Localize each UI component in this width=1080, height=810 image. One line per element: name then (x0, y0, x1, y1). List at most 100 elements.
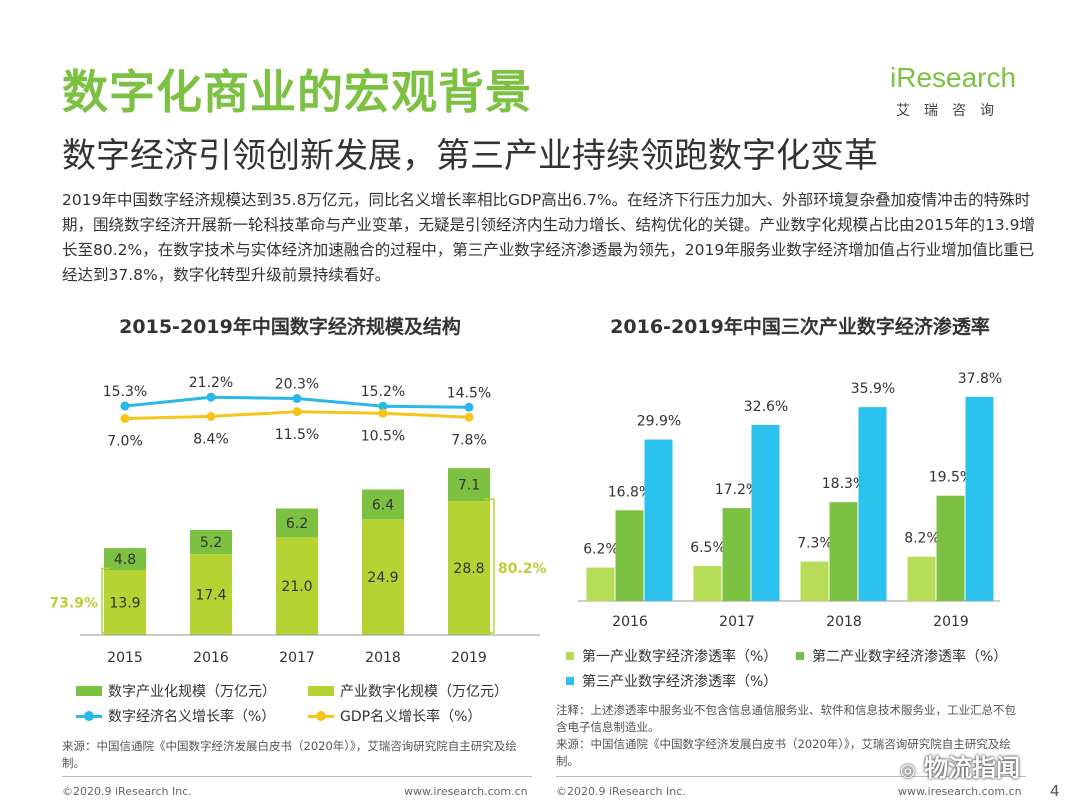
logo-subtext: 艾瑞咨询 (896, 103, 1008, 119)
gdp-growth-label: 10.5% (361, 428, 405, 444)
bar-value-label: 29.9% (637, 414, 681, 430)
gdp-growth-point (378, 408, 388, 418)
left-chart: 13.9 4.8 2015 17.4 5.2 2016 21.0 6.2 2017 24.9 6.4… (49, 375, 547, 666)
bar-value-label: 24.9 (367, 570, 398, 586)
bar-value-label: 18.3% (822, 476, 866, 492)
bar-tertiary (751, 424, 780, 601)
right-chart: 6.2% 16.8% 29.9% 2016 6.5% 17.2% 32.6% 2017 7.3%… (578, 371, 1002, 630)
bar-value-label: 6.5% (690, 540, 726, 556)
bar-value-label: 37.8% (958, 371, 1002, 387)
bar-digital-industrialization (190, 529, 232, 555)
legend-label: 第二产业数字经济渗透率（%） (812, 649, 1008, 665)
logo-wordmark: iResearch (890, 62, 1017, 93)
bar-digital-industrialization (104, 548, 146, 571)
bar-secondary (829, 502, 858, 601)
legend-label: 第三产业数字经济渗透率（%） (582, 674, 778, 690)
legend-swatch (308, 686, 334, 696)
x-tick-label: 2019 (451, 650, 487, 666)
intro-paragraph: 2019年中国数字经济规模达到35.8万亿元，同比名义增长率相比GDP高出6.7… (62, 191, 1035, 284)
footer-divider-left (62, 776, 532, 777)
bar-industrial-digitalization (448, 501, 490, 635)
bar-primary (693, 565, 722, 601)
legend-label: GDP名义增长率（%） (340, 709, 482, 725)
legend-swatch (76, 686, 102, 696)
bar-value-label: 17.2% (715, 482, 759, 498)
bar-secondary (722, 508, 751, 601)
share-bracket-2019 (484, 498, 495, 634)
left-chart-title: 2015-2019年中国数字经济规模及结构 (119, 316, 461, 338)
share-bracket-2015 (101, 567, 110, 634)
gdp-growth-label: 8.4% (193, 431, 229, 447)
bar-value-label: 6.2 (286, 516, 308, 532)
digital-growth-point (292, 394, 302, 404)
legend-item-primary: 第一产业数字经济渗透率（%） (566, 646, 777, 666)
legend-swatch (308, 711, 334, 721)
bar-value-label: 19.5% (929, 470, 973, 486)
page-subtitle: 数字经济引领创新发展，第三产业持续领跑数字化变革 (62, 136, 878, 176)
bar-industrial-digitalization (104, 570, 146, 635)
legend-item-secondary: 第二产业数字经济渗透率（%） (796, 646, 1007, 666)
bar-industrial-digitalization (190, 554, 232, 635)
bar-primary (907, 556, 936, 601)
footer-url-right: www.iresearch.com.cn (898, 785, 1022, 798)
gdp-growth-label: 7.0% (107, 434, 143, 450)
legend-item-industrial-digitalization: 产业数字化规模（万亿元） (308, 681, 508, 701)
gdp-growth-point (464, 412, 474, 422)
page-title: 数字化商业的宏观背景 (62, 65, 532, 119)
bar-digital-industrialization (362, 489, 404, 520)
x-tick-label: 2018 (826, 614, 862, 630)
bar-primary (586, 567, 615, 601)
footer-divider-right (556, 776, 1026, 777)
x-tick-label: 2017 (279, 650, 315, 666)
legend-swatch (796, 652, 804, 660)
digital-growth-label: 14.5% (447, 385, 491, 401)
share-label-2015: 73.9% (49, 596, 98, 612)
gdp-growth-label: 7.8% (451, 432, 487, 448)
legend-label: 产业数字化规模（万亿元） (340, 684, 508, 700)
digital-growth-label: 21.2% (189, 375, 233, 391)
watermark: ◎ 物流指闻 (900, 748, 1020, 783)
digital-growth-label: 20.3% (275, 377, 319, 393)
x-tick-label: 2016 (612, 614, 648, 630)
bar-value-label: 7.1 (458, 478, 480, 494)
bar-value-label: 5.2 (200, 535, 222, 551)
gdp-growth-point (206, 411, 216, 421)
bar-value-label: 6.2% (583, 542, 619, 558)
bar-value-label: 35.9% (851, 381, 895, 397)
bar-secondary (615, 510, 644, 601)
gdp-growth-point (120, 414, 130, 423)
legend-swatch (566, 677, 574, 685)
bar-tertiary (965, 396, 994, 601)
x-tick-label: 2018 (365, 650, 401, 666)
bar-value-label: 16.8% (608, 484, 652, 500)
watermark-text: 物流指闻 (924, 754, 1021, 782)
digital-growth-point (378, 401, 388, 411)
bar-value-label: 8.2% (904, 531, 940, 547)
right-chart-note: 注释：上述渗透率中服务业不包含信息通信服务业、软件和信息技术服务业，工业汇总不包… (556, 703, 1016, 734)
bar-value-label: 7.3% (797, 536, 833, 552)
bar-value-label: 13.9 (109, 596, 140, 612)
footer-url-left: www.iresearch.com.cn (404, 785, 528, 798)
wechat-icon: ◎ (900, 760, 916, 781)
bar-digital-industrialization (276, 508, 318, 538)
right-chart-title: 2016-2019年中国三次产业数字经济渗透率 (610, 316, 990, 338)
share-label-2019: 80.2% (498, 561, 547, 577)
legend-item-gdp-growth: GDP名义增长率（%） (308, 706, 481, 726)
legend-label: 第一产业数字经济渗透率（%） (582, 649, 778, 665)
bar-secondary (936, 495, 965, 601)
left-chart-source: 来源：中国信通院《中国数字经济发展白皮书（2020年）》，艾瑞咨询研究院自主研究… (62, 739, 517, 770)
digital-growth-point (120, 401, 130, 411)
legend-item-tertiary: 第三产业数字经济渗透率（%） (566, 671, 777, 691)
bar-value-label: 17.4 (195, 588, 226, 604)
legend-swatch (76, 711, 102, 721)
bar-value-label: 6.4 (372, 497, 394, 513)
digital-growth-point (464, 402, 474, 412)
x-tick-label: 2017 (719, 614, 755, 630)
bar-value-label: 4.8 (114, 552, 136, 568)
right-chart-source: 来源：中国信通院《中国数字经济发展白皮书（2020年）》，艾瑞咨询研究院自主研究… (556, 737, 1011, 768)
digital-growth-point (206, 392, 216, 402)
bar-tertiary (644, 439, 673, 601)
x-tick-label: 2016 (193, 650, 229, 666)
iresearch-logo: iResearch 艾瑞咨询 (890, 62, 1030, 122)
x-tick-label: 2019 (933, 614, 969, 630)
